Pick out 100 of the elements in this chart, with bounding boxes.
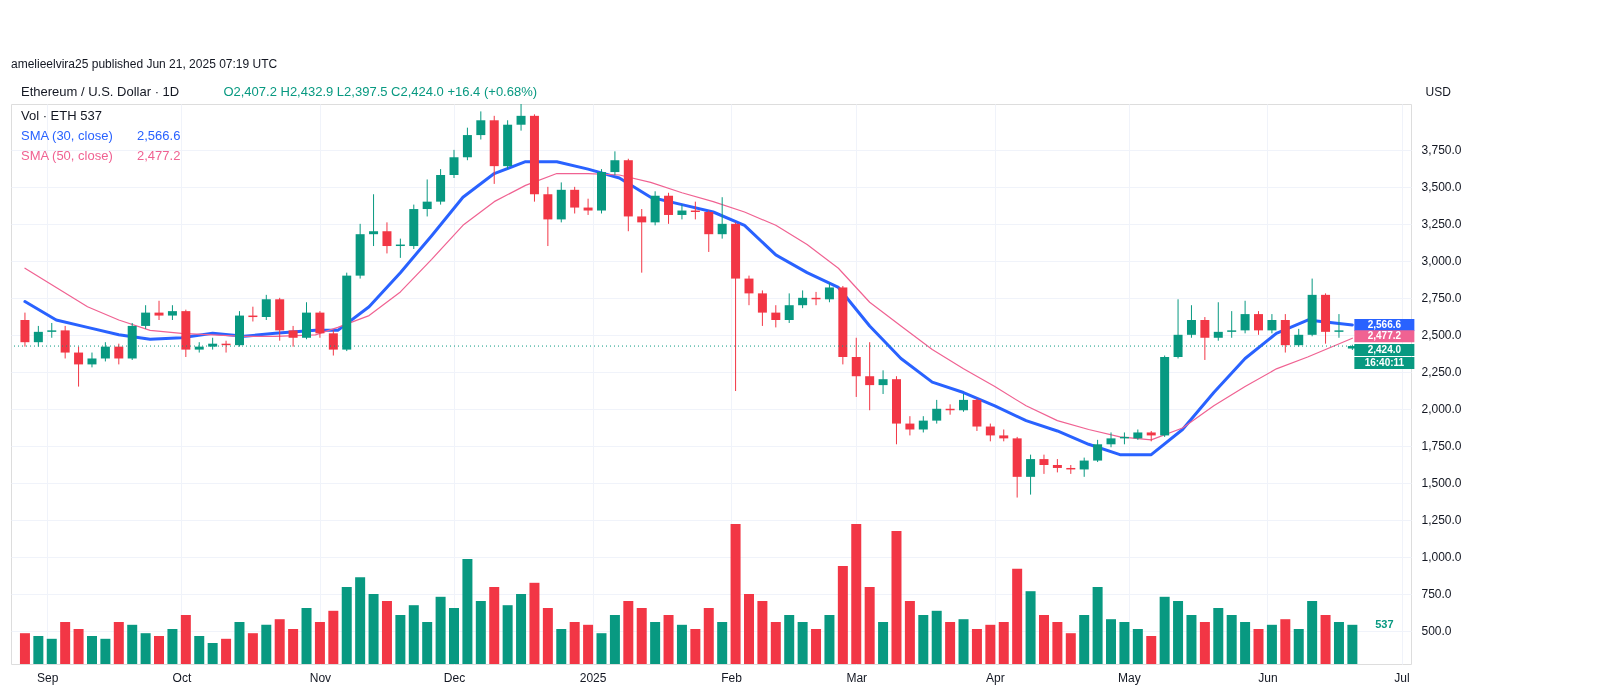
- bar: [73, 629, 84, 664]
- bar: [1132, 629, 1143, 664]
- y-tick-label: 750.0: [1421, 587, 1452, 602]
- candlestick: [476, 110, 486, 141]
- x-tick-label: Nov: [309, 670, 332, 685]
- bar: [1173, 601, 1184, 664]
- y-tick-label: 1,750.0: [1421, 439, 1462, 454]
- bar: [1079, 615, 1090, 664]
- bar: [690, 629, 701, 664]
- bar: [650, 622, 661, 664]
- bar: [46, 638, 57, 664]
- bar: [314, 622, 325, 664]
- bar: [971, 629, 982, 664]
- bar: [502, 605, 513, 664]
- bar: [422, 622, 433, 664]
- bar: [301, 608, 312, 664]
- bar: [998, 622, 1009, 664]
- candlestick: [141, 304, 151, 330]
- bar: [891, 531, 902, 664]
- candlestick: [1079, 457, 1089, 478]
- candlestick: [1106, 431, 1116, 448]
- bar: [918, 615, 929, 664]
- x-tick-label: Jul: [1394, 670, 1410, 685]
- x-tick-label: Apr: [985, 670, 1005, 685]
- bar: [1266, 624, 1277, 664]
- bar: [851, 524, 862, 664]
- y-tick-label: 3,250.0: [1421, 217, 1462, 232]
- bar: [274, 619, 285, 664]
- candlestick: [114, 343, 124, 365]
- y-tick-label: 2,750.0: [1421, 291, 1462, 306]
- bar: [864, 587, 875, 664]
- x-tick-label: Jun: [1258, 670, 1278, 685]
- bar: [958, 619, 969, 664]
- bar: [797, 622, 808, 664]
- bar: [878, 622, 889, 664]
- bar: [489, 587, 500, 664]
- bar: [113, 622, 124, 664]
- y-tick-label: 2,250.0: [1421, 365, 1462, 380]
- bar: [100, 638, 111, 664]
- candlestick: [771, 304, 781, 328]
- candlestick: [288, 325, 298, 348]
- bar: [743, 594, 754, 664]
- bar: [140, 633, 151, 664]
- bar: [717, 622, 728, 664]
- bar: [663, 615, 674, 664]
- candlestick: [744, 275, 754, 306]
- y-tick-label: 3,750.0: [1421, 143, 1462, 158]
- candlestick: [1200, 316, 1210, 361]
- candlestick: [677, 204, 687, 220]
- y-axis-title: USD: [1425, 84, 1452, 99]
- bar: [529, 582, 540, 664]
- bar: [221, 638, 232, 664]
- bar: [583, 624, 594, 664]
- bar: [703, 608, 714, 664]
- bar: [1333, 622, 1344, 664]
- bar: [516, 594, 527, 664]
- candlestick: [932, 399, 942, 425]
- candlestick: [1026, 454, 1036, 496]
- bar: [234, 622, 245, 664]
- bar: [1065, 633, 1076, 664]
- chart-title: Ethereum / U.S. Dollar · 1D: [21, 84, 180, 99]
- candlestick: [516, 103, 526, 132]
- bar: [127, 624, 138, 664]
- bar: [1092, 587, 1103, 664]
- candlestick: [570, 186, 580, 214]
- bar: [207, 643, 218, 664]
- bar: [368, 594, 379, 664]
- bar: [355, 577, 366, 664]
- candlestick: [20, 312, 30, 348]
- bar: [1253, 629, 1264, 664]
- text: amelieelvira25 published Jun 21, 2025 07:19 UTC: [11, 57, 278, 71]
- candlestick: [154, 300, 164, 321]
- annotation: 2,566.6: [1367, 318, 1402, 330]
- y-tick-label: 3,500.0: [1421, 180, 1462, 195]
- bar: [19, 633, 30, 664]
- bar: [676, 624, 687, 664]
- candlestick: [865, 341, 875, 411]
- bar: [1226, 615, 1237, 664]
- bar: [1106, 619, 1117, 664]
- candlestick: [87, 352, 97, 368]
- annotation: 2,477.2: [1367, 330, 1402, 342]
- candlestick: [1093, 439, 1103, 463]
- candlestick: [1186, 304, 1196, 339]
- text: SMA (30, close): [21, 128, 113, 143]
- bar: [931, 610, 942, 664]
- candlestick: [637, 208, 647, 274]
- bar: [462, 559, 473, 664]
- candlestick: [851, 337, 861, 398]
- bar: [247, 633, 258, 664]
- candlestick: [1267, 313, 1277, 334]
- y-tick-label: 1,250.0: [1421, 513, 1462, 528]
- y-tick-label: 500.0: [1421, 624, 1452, 639]
- bar: [1280, 619, 1291, 664]
- bar: [261, 624, 272, 664]
- chart-subtitle: O2,407.2 H2,432.9 L2,397.5 C2,424.0 +16.4 (+0.68%): [223, 84, 538, 99]
- bar: [1347, 624, 1358, 664]
- candlestick: [462, 127, 472, 161]
- bar: [194, 636, 205, 664]
- bar: [1293, 629, 1304, 664]
- bar: [945, 622, 956, 664]
